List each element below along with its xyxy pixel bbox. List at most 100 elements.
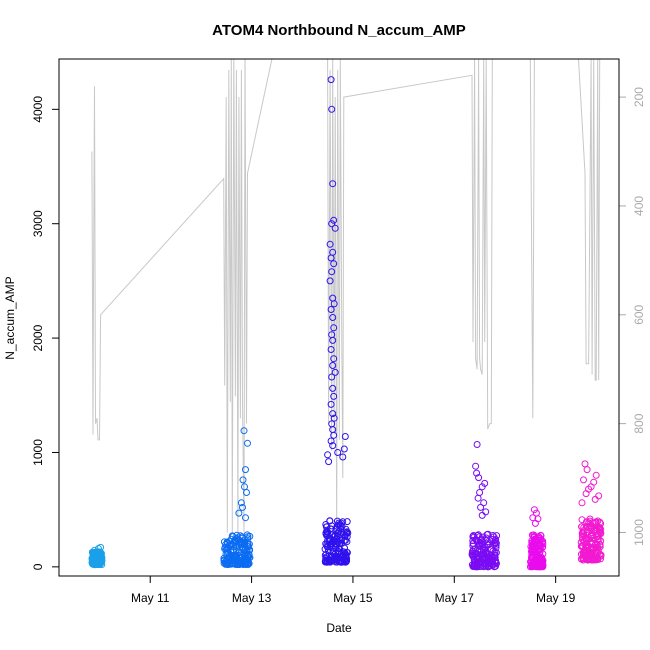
secondary-trace-line [91, 59, 601, 533]
data-point [327, 346, 335, 353]
data-point [326, 240, 334, 248]
data-point [330, 216, 338, 224]
data-point [530, 506, 538, 514]
y-axis-label: N_accum_AMP [3, 276, 17, 359]
data-point [324, 558, 332, 566]
data-point [330, 431, 338, 439]
data-point [327, 437, 335, 445]
data-point [328, 220, 336, 228]
series-6 [577, 460, 605, 564]
data-point [332, 544, 340, 552]
data-point [535, 533, 543, 541]
data-point [530, 550, 538, 558]
data-point [239, 476, 247, 484]
data-point [323, 527, 331, 535]
x-tick-label: May 13 [232, 591, 272, 605]
data-point [327, 306, 335, 313]
data-point [536, 563, 544, 571]
data-point [478, 483, 486, 491]
data-point [343, 528, 351, 536]
data-point [596, 518, 604, 526]
data-point [342, 536, 349, 544]
data-point [341, 433, 349, 440]
y2-tick-label: 600 [632, 304, 646, 324]
x-tick-label: May 17 [435, 591, 475, 605]
data-point [329, 180, 337, 188]
data-point [473, 552, 481, 560]
data-point [220, 556, 228, 564]
data-point [581, 546, 589, 554]
x-tick-label: May 15 [333, 591, 373, 605]
data-point [238, 543, 246, 551]
data-point [329, 336, 337, 344]
data-point [578, 499, 586, 507]
data-point [226, 541, 234, 548]
data-point [327, 76, 335, 84]
data-point [244, 535, 252, 543]
data-point [532, 542, 540, 550]
data-point [578, 516, 586, 524]
data-point [91, 561, 99, 569]
data-point [330, 260, 338, 268]
data-point [243, 489, 250, 496]
data-point [246, 546, 254, 554]
data-point [329, 384, 337, 392]
data-point [330, 414, 338, 422]
data-point [492, 536, 500, 543]
data-point [473, 441, 481, 448]
data-point [469, 552, 477, 560]
y2-tick-label: 200 [632, 87, 646, 107]
data-point [222, 550, 230, 558]
data-point [529, 514, 537, 522]
y2-tick-label: 800 [632, 413, 646, 433]
data-point [469, 542, 477, 550]
data-point [484, 541, 492, 549]
data-point [470, 532, 477, 539]
data-point [227, 535, 235, 543]
data-point [579, 536, 587, 544]
data-point [469, 539, 477, 547]
data-point [473, 469, 481, 477]
data-point [491, 540, 499, 548]
series-5 [526, 506, 547, 571]
data-point [330, 300, 338, 308]
data-point [331, 368, 339, 376]
data-point [477, 503, 485, 511]
scatter-points-layer [88, 76, 605, 571]
data-point [593, 526, 601, 534]
data-point [474, 494, 482, 502]
data-point [583, 466, 591, 474]
data-point [240, 427, 248, 435]
chart-title: ATOM4 Northbound N_accum_AMP [212, 22, 466, 39]
x-tick-label: May 11 [131, 591, 170, 605]
data-point [338, 536, 346, 544]
data-point [328, 373, 336, 381]
data-point [340, 445, 348, 453]
data-point [586, 515, 594, 523]
data-point [480, 556, 488, 564]
data-point [333, 535, 341, 543]
data-point [580, 476, 587, 484]
data-point [594, 531, 602, 539]
data-point [592, 471, 600, 479]
data-point [482, 508, 490, 516]
y-tick-label: 3000 [31, 210, 45, 237]
data-point [330, 555, 338, 563]
y-tick-label: 0 [31, 563, 45, 570]
data-point [321, 558, 329, 566]
data-point [585, 519, 593, 527]
series-3 [321, 76, 352, 566]
data-point [330, 551, 338, 558]
y-tick-label: 4000 [31, 96, 45, 123]
data-point [485, 550, 493, 558]
data-point [242, 466, 249, 474]
data-point [343, 557, 350, 565]
data-point [89, 548, 97, 556]
data-point [468, 561, 476, 569]
data-point [326, 277, 334, 285]
series-2 [220, 427, 254, 569]
data-point [472, 462, 480, 470]
data-point [335, 528, 343, 536]
data-point [330, 392, 338, 400]
